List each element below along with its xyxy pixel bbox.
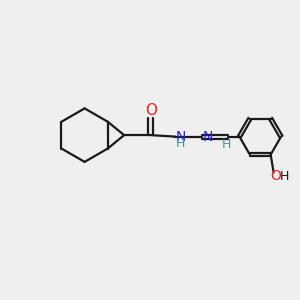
Text: H: H (222, 138, 231, 151)
Text: H: H (176, 137, 185, 150)
Text: N: N (202, 130, 213, 144)
Text: O: O (145, 103, 157, 118)
Text: N: N (176, 130, 186, 144)
Text: H: H (279, 170, 289, 183)
Text: O: O (271, 169, 281, 183)
